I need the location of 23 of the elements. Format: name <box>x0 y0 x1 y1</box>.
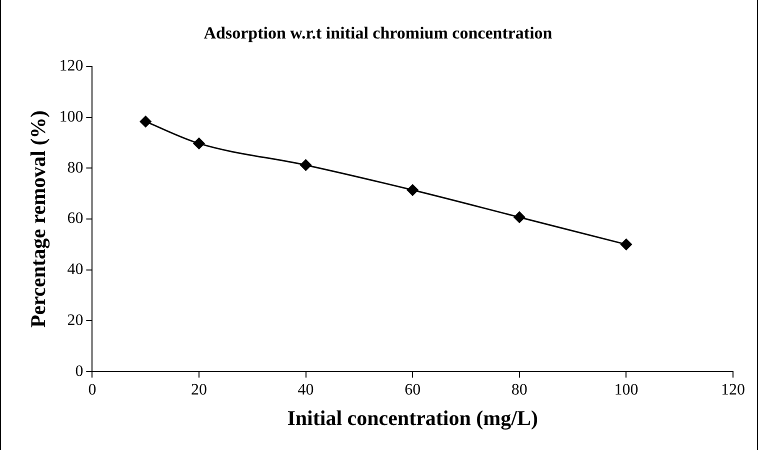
point <box>193 138 205 150</box>
y-tick-label: 100 <box>59 108 84 126</box>
x-axis-title: Initial concentration (mg/L) <box>287 406 538 430</box>
point <box>406 184 418 196</box>
point <box>300 159 312 171</box>
y-axis-title: Percentage removal (%) <box>26 110 50 328</box>
x-tick-label: 60 <box>404 381 421 398</box>
x-tick-label: 40 <box>298 381 314 398</box>
point <box>140 116 152 128</box>
x-tick-label: 0 <box>88 381 96 398</box>
point <box>620 238 632 250</box>
x-tick-label: 120 <box>721 381 745 398</box>
y-tick-label: 80 <box>67 159 84 176</box>
y-tick-label: 120 <box>59 58 84 75</box>
point <box>514 211 526 223</box>
x-tick-label: 100 <box>614 381 638 398</box>
x-tick-label: 80 <box>511 381 528 398</box>
y-tick-label: 40 <box>67 261 84 278</box>
y-tick-label: 0 <box>75 362 84 380</box>
chart-title: Adsorption w.r.t initial chromium concentration <box>204 24 553 43</box>
y-tick-label: 20 <box>67 312 84 329</box>
x-tick-label: 20 <box>191 381 207 398</box>
y-tick-label: 60 <box>67 210 84 228</box>
